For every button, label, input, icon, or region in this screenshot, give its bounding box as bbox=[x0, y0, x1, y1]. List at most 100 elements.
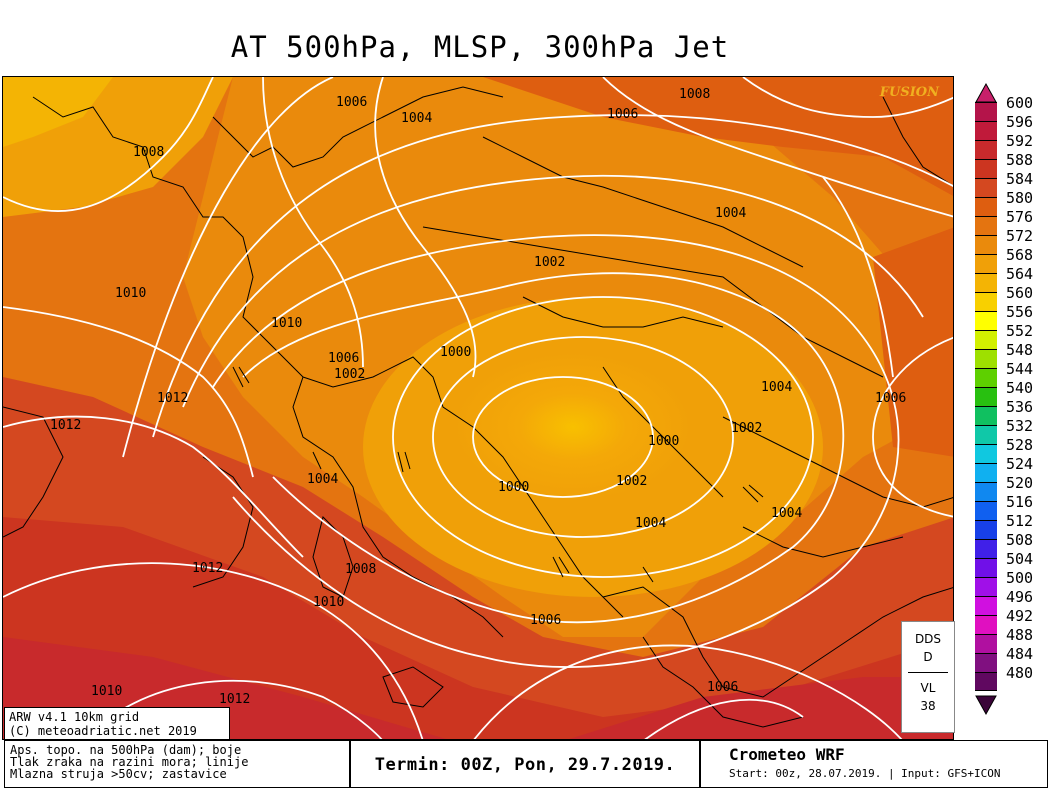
model-info-box: ARW v4.1 10km grid (C) meteoadriatic.net… bbox=[4, 707, 230, 740]
legend-swatch bbox=[975, 463, 997, 482]
forecast-term: Termin: 00Z, Pon, 29.7.2019. bbox=[350, 740, 700, 788]
model-branding: Crometeo WRF Start: 00z, 28.07.2019. | I… bbox=[700, 740, 1048, 788]
legend-label: 528 bbox=[1006, 436, 1034, 454]
legend-swatch bbox=[975, 444, 997, 463]
isobar-label: 1004 bbox=[307, 472, 339, 487]
isobar-label: 1006 bbox=[530, 613, 562, 628]
dds-label: DDS bbox=[914, 632, 942, 646]
legend-swatch bbox=[975, 577, 997, 596]
isobar-label: 1008 bbox=[679, 87, 711, 102]
legend-swatch bbox=[975, 349, 997, 368]
legend-label: 516 bbox=[1006, 493, 1034, 511]
isobar-label: 1006 bbox=[707, 680, 739, 695]
legend-swatch bbox=[975, 121, 997, 140]
legend-label: 576 bbox=[1006, 208, 1034, 226]
isobar-label: 1004 bbox=[715, 206, 747, 221]
isobar-label: 1000 bbox=[648, 434, 680, 449]
legend-swatch bbox=[975, 178, 997, 197]
legend-label: 552 bbox=[1006, 322, 1034, 340]
footer-line-1: Aps. topo. na 500hPa (dam); boje bbox=[10, 743, 242, 757]
legend-swatch bbox=[975, 368, 997, 387]
isobar-label: 1012 bbox=[219, 692, 251, 707]
legend-swatch bbox=[975, 539, 997, 558]
legend-label: 584 bbox=[1006, 170, 1034, 188]
dds-divider bbox=[908, 672, 948, 673]
map-title: AT 500hPa, MLSP, 300hPa Jet bbox=[230, 30, 730, 64]
isobar-label: 1000 bbox=[440, 345, 472, 360]
legend-label: 596 bbox=[1006, 113, 1034, 131]
isobar-label: 1006 bbox=[328, 351, 360, 366]
legend-label: 492 bbox=[1006, 607, 1034, 625]
legend-swatch bbox=[975, 520, 997, 539]
legend-swatch bbox=[975, 330, 997, 349]
isobar-label: 1002 bbox=[334, 367, 366, 382]
model-name: Crometeo WRF bbox=[729, 745, 845, 764]
legend-label: 592 bbox=[1006, 132, 1034, 150]
legend-swatch bbox=[975, 159, 997, 178]
legend-swatch bbox=[975, 406, 997, 425]
legend-label: 600 bbox=[1006, 94, 1034, 112]
legend-label: 548 bbox=[1006, 341, 1034, 359]
isobar-label: 1010 bbox=[313, 595, 345, 610]
legend-swatch bbox=[975, 653, 997, 672]
legend-label: 488 bbox=[1006, 626, 1034, 644]
legend-label: 512 bbox=[1006, 512, 1034, 530]
isobar-label: 1000 bbox=[498, 480, 530, 495]
legend-swatch bbox=[975, 558, 997, 577]
legend-swatch bbox=[975, 387, 997, 406]
isobar-label: 1002 bbox=[616, 474, 648, 489]
isobar-label: 1006 bbox=[336, 95, 368, 110]
legend-label: 580 bbox=[1006, 189, 1034, 207]
legend-label: 496 bbox=[1006, 588, 1034, 606]
isobar-label: 1008 bbox=[345, 562, 377, 577]
legend-swatch bbox=[975, 596, 997, 615]
isobar-label: 1010 bbox=[271, 316, 303, 331]
model-info-line: ARW v4.1 10km grid bbox=[9, 710, 140, 724]
fusion-watermark: FUSION bbox=[879, 85, 939, 100]
legend-swatch bbox=[975, 634, 997, 653]
geopotential-field bbox=[3, 77, 953, 739]
legend-swatch bbox=[975, 273, 997, 292]
legend-label: 540 bbox=[1006, 379, 1034, 397]
legend-swatch bbox=[975, 197, 997, 216]
isobar-label: 1008 bbox=[133, 145, 165, 160]
legend-swatch bbox=[975, 672, 997, 691]
legend-swatch bbox=[975, 292, 997, 311]
legend-label: 544 bbox=[1006, 360, 1034, 378]
legend-swatch bbox=[975, 140, 997, 159]
legend-label: 560 bbox=[1006, 284, 1034, 302]
isobar-label: 1006 bbox=[875, 391, 907, 406]
legend-label: 500 bbox=[1006, 569, 1034, 587]
legend-label: 508 bbox=[1006, 531, 1034, 549]
legend-swatch bbox=[975, 102, 997, 121]
legend-swatch bbox=[975, 311, 997, 330]
legend-swatch bbox=[975, 482, 997, 501]
vl-value: 38 bbox=[920, 699, 936, 713]
isobar-label: 1012 bbox=[192, 561, 224, 576]
legend-label: 564 bbox=[1006, 265, 1034, 283]
legend-label: 556 bbox=[1006, 303, 1034, 321]
isobar-label: 1012 bbox=[50, 418, 82, 433]
legend-swatch bbox=[975, 216, 997, 235]
isobar-label: 1002 bbox=[731, 421, 763, 436]
footer: Aps. topo. na 500hPa (dam); boje Tlak zr… bbox=[0, 740, 1050, 788]
dds-box: DDS D VL 38 bbox=[901, 621, 955, 733]
legend-label: 504 bbox=[1006, 550, 1034, 568]
dds-value: D bbox=[923, 650, 933, 664]
legend-label: 588 bbox=[1006, 151, 1034, 169]
isobar-label: 1004 bbox=[401, 111, 433, 126]
isobar-label: 1010 bbox=[115, 286, 147, 301]
isobar-label: 1004 bbox=[771, 506, 803, 521]
legend-label: 532 bbox=[1006, 417, 1034, 435]
legend-swatch bbox=[975, 501, 997, 520]
legend-label: 536 bbox=[1006, 398, 1034, 416]
isobar-label: 1004 bbox=[761, 380, 793, 395]
legend-label: 572 bbox=[1006, 227, 1034, 245]
vl-label: VL bbox=[920, 681, 936, 695]
isobar-label: 1010 bbox=[91, 684, 123, 699]
weather-map: FUSION 1006 1004 1006 1008 1008 1004 1002 1010 1… bbox=[2, 76, 954, 740]
isobar-label: 1006 bbox=[607, 107, 639, 122]
footer-line-3: Mlazna struja >50cv; zastavice bbox=[10, 767, 227, 781]
isobar-label: 1012 bbox=[157, 391, 189, 406]
legend-label: 484 bbox=[1006, 645, 1034, 663]
